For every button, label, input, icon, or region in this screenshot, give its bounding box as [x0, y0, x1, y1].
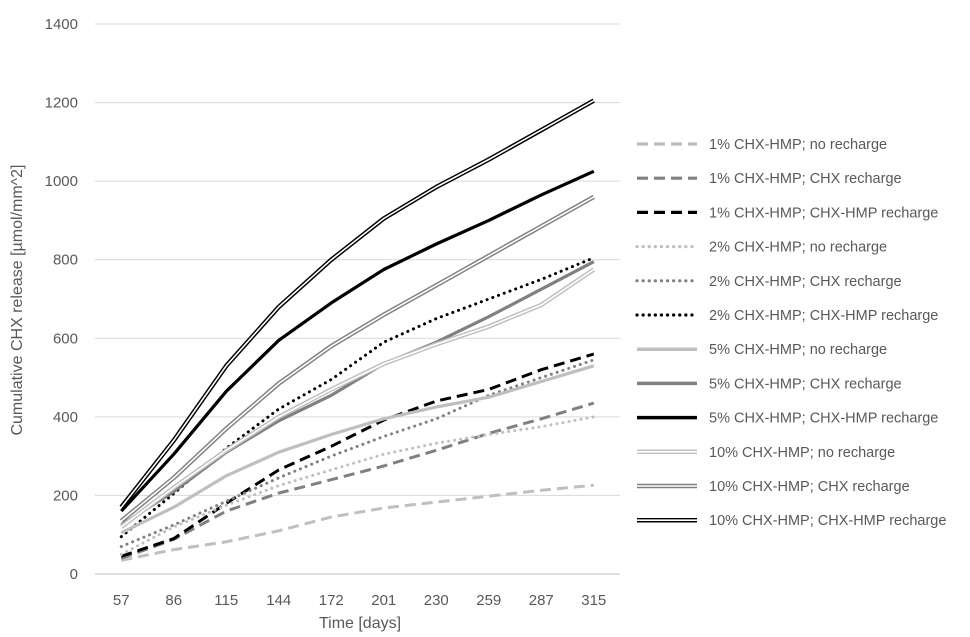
y-tick-label: 1400	[45, 16, 78, 33]
legend-item: 10% CHX-HMP; CHX recharge	[637, 479, 910, 495]
series-line	[121, 483, 594, 562]
series-line-inner	[120, 99, 595, 508]
gridlines	[95, 23, 620, 575]
legend-item: 2% CHX-HMP; CHX-HMP recharge	[635, 308, 938, 324]
x-tick-label: 172	[319, 592, 344, 609]
y-tick-label: 0	[70, 566, 78, 583]
legend-label: 10% CHX-HMP; CHX recharge	[709, 479, 910, 495]
legend-label: 2% CHX-HMP; CHX recharge	[709, 274, 902, 290]
series-line-path	[119, 415, 596, 556]
series-lines	[119, 98, 596, 562]
series-line	[119, 358, 596, 548]
series-line-inner	[120, 268, 595, 528]
series-line	[120, 260, 595, 527]
x-tick-label: 259	[476, 592, 501, 609]
x-tick-label: 115	[214, 592, 238, 609]
series-line	[119, 98, 595, 509]
series-line	[120, 352, 595, 558]
x-tick-labels: 57 86 115 144 172 201 230 259 287 315	[113, 592, 606, 609]
y-axis-label: Cumulative CHX release [µmol/mm^2]	[9, 164, 26, 435]
x-tick-label: 86	[165, 592, 182, 609]
series-line-path	[120, 169, 595, 513]
series-line-path	[120, 364, 595, 535]
series-line	[120, 364, 595, 535]
series-line	[119, 267, 596, 529]
x-axis-label: Time [days]	[319, 615, 401, 632]
series-line	[120, 169, 595, 513]
x-tick-label: 230	[424, 592, 449, 609]
series-line	[119, 415, 596, 556]
x-tick-label: 201	[371, 592, 396, 609]
series-line	[120, 401, 595, 560]
legend-label: 1% CHX-HMP; CHX recharge	[709, 171, 902, 187]
legend-label: 5% CHX-HMP; CHX recharge	[709, 376, 902, 392]
legend-label: 2% CHX-HMP; no recharge	[709, 240, 887, 256]
legend-label: 10% CHX-HMP; CHX-HMP recharge	[709, 513, 946, 529]
legend-item: 10% CHX-HMP; no recharge	[637, 445, 895, 461]
legend-label: 2% CHX-HMP; CHX-HMP recharge	[709, 308, 938, 324]
series-line-path	[120, 260, 595, 527]
series-line-path	[119, 358, 596, 548]
legend-label: 5% CHX-HMP; CHX-HMP recharge	[709, 411, 938, 427]
series-line	[119, 194, 595, 523]
series-line-path	[120, 352, 595, 558]
legend-label: 5% CHX-HMP; no recharge	[709, 342, 887, 358]
series-line-outline	[119, 267, 596, 529]
y-tick-label: 1000	[45, 173, 78, 190]
x-tick-label: 144	[266, 592, 291, 609]
legend-item: 5% CHX-HMP; no recharge	[637, 342, 887, 358]
series-line-inner	[120, 196, 595, 522]
y-tick-labels: 0 200 400 600 800 1000 1200 1400	[45, 16, 78, 583]
legend-label: 10% CHX-HMP; no recharge	[709, 445, 895, 461]
y-tick-label: 1200	[45, 95, 78, 112]
legend-item: 2% CHX-HMP; CHX recharge	[635, 274, 902, 290]
legend-item: 5% CHX-HMP; CHX recharge	[637, 376, 902, 392]
x-tick-label: 57	[113, 592, 130, 609]
series-line-path	[121, 483, 594, 562]
x-tick-label: 287	[529, 592, 554, 609]
legend-item: 2% CHX-HMP; no recharge	[635, 240, 887, 256]
legend-label: 1% CHX-HMP; CHX-HMP recharge	[709, 205, 938, 221]
legend-item: 1% CHX-HMP; CHX recharge	[637, 171, 902, 187]
y-tick-label: 800	[53, 252, 78, 269]
legend-item: 1% CHX-HMP; no recharge	[637, 137, 887, 153]
legend-item: 5% CHX-HMP; CHX-HMP recharge	[637, 411, 938, 427]
series-line-path	[120, 401, 595, 560]
y-tick-label: 600	[53, 330, 78, 347]
y-tick-label: 400	[53, 409, 78, 426]
legend-label: 1% CHX-HMP; no recharge	[709, 137, 887, 153]
legend-item: 1% CHX-HMP; CHX-HMP recharge	[637, 205, 938, 221]
legend-item: 10% CHX-HMP; CHX-HMP recharge	[637, 513, 946, 529]
y-tick-label: 200	[53, 487, 78, 504]
legend: 1% CHX-HMP; no recharge 1% CHX-HMP; CHX r…	[635, 137, 946, 529]
x-tick-label: 315	[581, 592, 606, 609]
